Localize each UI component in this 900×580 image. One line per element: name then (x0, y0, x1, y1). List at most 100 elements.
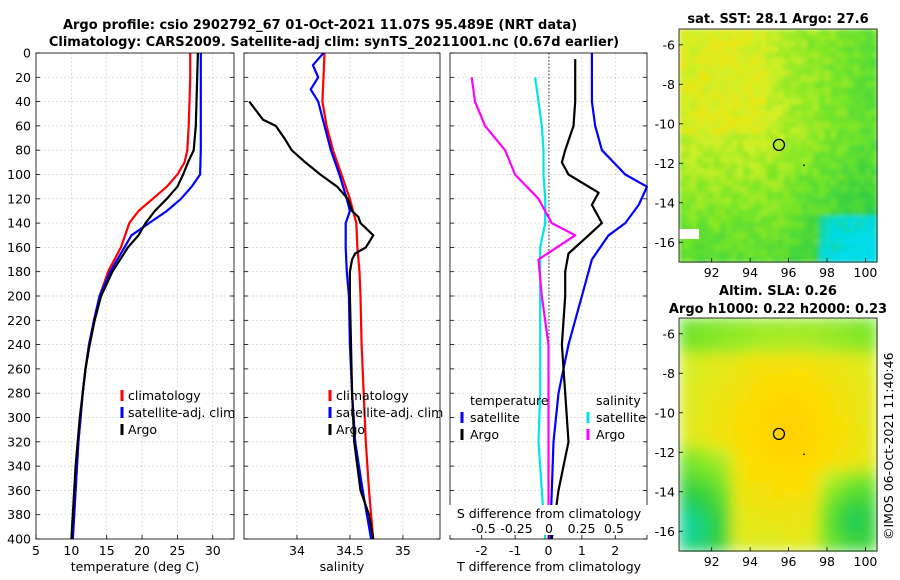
heatmap-cell (690, 504, 698, 511)
heatmap-cell (836, 52, 843, 59)
heatmap-cell (743, 510, 750, 517)
heatmap-cell (748, 180, 756, 187)
heatmap-cell (766, 428, 773, 436)
heatmap-cell (807, 387, 814, 395)
heatmap-cell (865, 545, 872, 552)
heatmap-cell (760, 481, 767, 488)
heatmap-cell (713, 209, 721, 216)
heatmap-cell (807, 352, 814, 360)
heatmap-cell (754, 52, 762, 59)
heatmap-cell (818, 533, 826, 540)
heatmap-cell (748, 376, 756, 383)
heatmap-cell (702, 40, 709, 48)
heatmap-cell (725, 197, 733, 205)
heatmap-cell (807, 446, 814, 453)
heatmap-cell (801, 521, 808, 529)
heatmap-cell (743, 186, 750, 193)
heatmap-cell (702, 475, 709, 482)
heatmap-cell (830, 457, 837, 465)
heatmap-cell (789, 192, 797, 199)
heatmap-cell (702, 457, 709, 465)
heatmap-cell (748, 469, 756, 476)
heatmap-cell (690, 168, 698, 176)
heatmap-cell (853, 145, 861, 152)
heatmap-cell (760, 370, 767, 377)
heatmap-cell (754, 69, 762, 77)
heatmap-cell (807, 69, 814, 77)
heatmap-cell (836, 180, 843, 187)
heatmap-cell (795, 29, 802, 36)
heatmap-cell (725, 516, 733, 523)
heatmap-cell (818, 116, 826, 123)
heatmap-cell (766, 192, 773, 199)
heatmap-cell (842, 451, 849, 459)
heatmap-cell (754, 510, 762, 517)
heatmap-cell (859, 521, 866, 529)
heatmap-cell (760, 323, 767, 331)
heatmap-cell (684, 34, 692, 42)
heatmap-cell (807, 63, 814, 71)
heatmap-cell (766, 174, 773, 182)
heatmap-cell (847, 422, 855, 430)
heatmap-cell (865, 40, 872, 48)
heatmap-cell (859, 411, 866, 418)
heatmap-cell (836, 422, 843, 430)
heatmap-cell (847, 469, 855, 476)
heatmap-cell (865, 463, 872, 471)
heatmap-cell (836, 145, 843, 152)
heatmap-cell (842, 122, 849, 129)
heatmap-cell (807, 417, 814, 424)
heatmap-cell (748, 422, 756, 430)
heatmap-cell (818, 521, 826, 529)
heatmap-cell (696, 116, 703, 123)
heatmap-cell (748, 481, 756, 488)
heatmap-cell (708, 510, 715, 517)
heatmap-cell (725, 110, 733, 117)
heatmap-cell (836, 481, 843, 488)
heatmap-cell (713, 58, 721, 65)
heatmap-cell (748, 186, 756, 193)
heatmap-cell (708, 440, 715, 447)
heatmap-cell (684, 434, 692, 441)
heatmap-cell (836, 75, 843, 83)
heatmap-cell (818, 197, 826, 205)
heatmap-cell (847, 104, 855, 112)
heatmap-cell (818, 475, 826, 482)
heatmap-cell (847, 434, 855, 441)
heatmap-cell (719, 168, 727, 176)
heatmap-cell (754, 215, 762, 222)
heatmap-cell (842, 197, 849, 205)
heatmap-cell (824, 393, 832, 401)
heatmap-cell (731, 475, 738, 482)
heatmap-cell (789, 244, 797, 251)
heatmap-cell (801, 186, 808, 193)
heatmap-cell (737, 481, 744, 488)
heatmap-cell (871, 539, 878, 546)
heatmap-cell (859, 364, 866, 372)
heatmap-cell (684, 197, 692, 205)
heatmap-cell (713, 545, 721, 552)
heatmap-cell (783, 209, 791, 216)
x-tick-label: 20 (134, 543, 150, 558)
heatmap-cell (754, 116, 762, 123)
heatmap-cell (818, 510, 826, 517)
heatmap-cell (708, 451, 715, 459)
heatmap-cell (824, 209, 832, 216)
heatmap-cell (859, 434, 866, 441)
heatmap-cell (713, 533, 721, 540)
difference-xlabel: T difference from climatology (456, 559, 642, 574)
heatmap-cell (847, 81, 855, 88)
heatmap-cell (830, 232, 837, 240)
heatmap-cell (766, 162, 773, 170)
heatmap-cell (818, 180, 826, 187)
heatmap-cell (731, 58, 738, 65)
heatmap-cell (760, 133, 767, 141)
heatmap-cell (719, 227, 727, 234)
heatmap-cell (743, 227, 750, 234)
heatmap-cell (859, 69, 866, 77)
heatmap-cell (748, 139, 756, 147)
heatmap-cell (865, 157, 872, 164)
heatmap-cell (743, 238, 750, 246)
heatmap-cell (725, 63, 733, 71)
heatmap-cell (684, 451, 692, 459)
